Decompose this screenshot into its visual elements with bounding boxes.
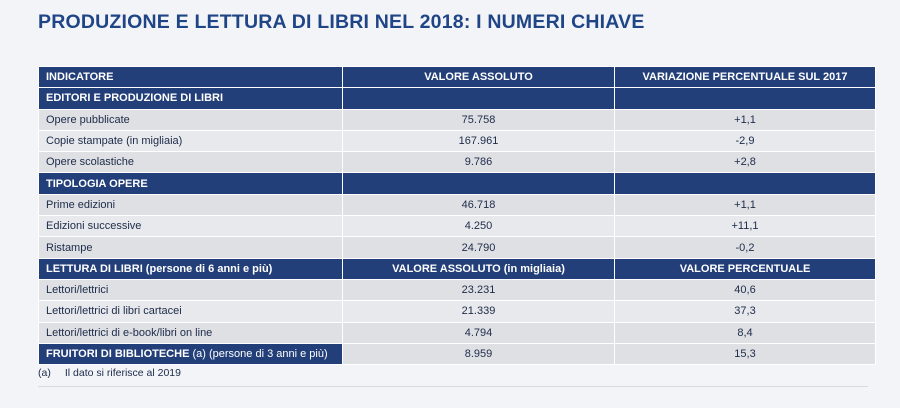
header-variazione: VARIAZIONE PERCENTUALE SUL 2017 bbox=[614, 65, 876, 89]
page-title: PRODUZIONE E LETTURA DI LIBRI NEL 2018: … bbox=[38, 11, 645, 33]
header-indicatore: INDICATORE bbox=[38, 65, 343, 89]
fruitori-label: FRUITORI DI BIBLIOTECHE (a) (persone di … bbox=[38, 342, 343, 366]
header-valore-percentuale: VALORE PERCENTUALE bbox=[614, 257, 876, 280]
table-row: Prime edizioni 46.718 +1,1 bbox=[38, 193, 876, 217]
footnote-mark: (a) bbox=[38, 367, 51, 379]
table-row: Lettori/lettrici di libri cartacei 21.33… bbox=[38, 300, 876, 323]
section-label: LETTURA DI LIBRI (persone di 6 anni e pi… bbox=[38, 257, 343, 280]
section-header-lettura: LETTURA DI LIBRI (persone di 6 anni e pi… bbox=[38, 257, 876, 280]
footnote-text: Il dato si riferisce al 2019 bbox=[64, 367, 181, 379]
table-row: Edizioni successive 4.250 +11,1 bbox=[38, 215, 876, 238]
table-row: Lettori/lettrici 23.231 40,6 bbox=[38, 278, 876, 302]
section-label: EDITORI E PRODUZIONE DI LIBRI bbox=[38, 87, 343, 110]
table-row-fruitori: FRUITORI DI BIBLIOTECHE (a) (persone di … bbox=[38, 342, 876, 366]
table-header-row: INDICATORE VALORE ASSOLUTO VARIAZIONE PE… bbox=[38, 65, 876, 89]
section-label: TIPOLOGIA OPERE bbox=[38, 172, 343, 195]
table-row: Ristampe 24.790 -0,2 bbox=[38, 236, 876, 259]
table-row: Opere scolastiche 9.786 +2,8 bbox=[38, 151, 876, 174]
divider bbox=[38, 386, 868, 387]
section-header-tipologia: TIPOLOGIA OPERE bbox=[38, 172, 876, 195]
table-row: Opere pubblicate 75.758 +1,1 bbox=[38, 108, 876, 131]
footnote: (a) Il dato si riferisce al 2019 bbox=[38, 367, 181, 379]
header-valore-assoluto: VALORE ASSOLUTO bbox=[342, 65, 615, 89]
table-row: Copie stampate (in migliaia) 167.961 -2,… bbox=[38, 129, 876, 153]
key-figures-table: INDICATORE VALORE ASSOLUTO VARIAZIONE PE… bbox=[38, 65, 876, 366]
header-valore-assoluto-migliaia: VALORE ASSOLUTO (in migliaia) bbox=[342, 257, 615, 280]
table-row: Lettori/lettrici di e-book/libri on line… bbox=[38, 321, 876, 344]
section-header-editori: EDITORI E PRODUZIONE DI LIBRI bbox=[38, 87, 876, 110]
